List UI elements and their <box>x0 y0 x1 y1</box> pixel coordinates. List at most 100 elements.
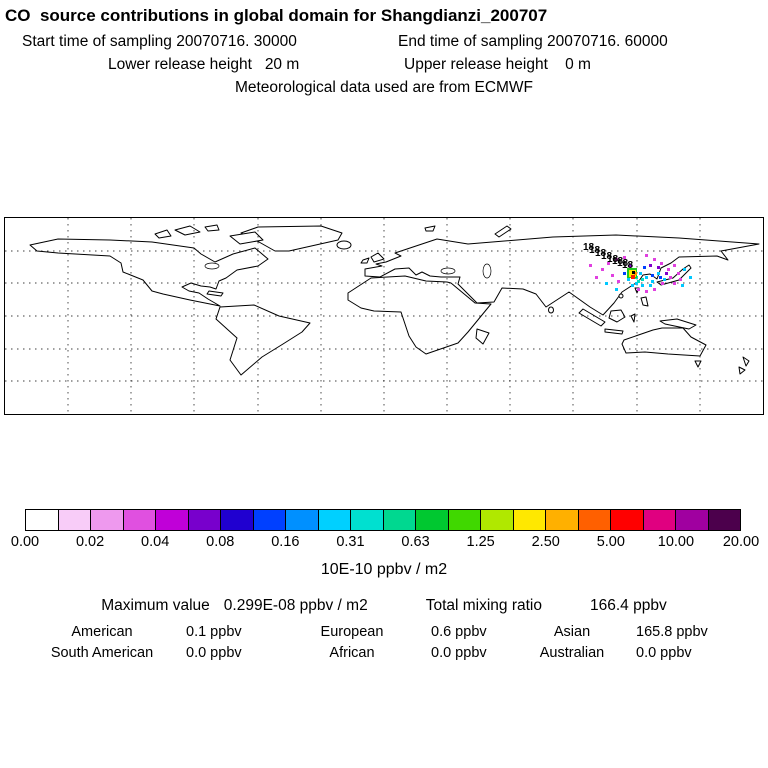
colorbar-cell <box>481 510 514 530</box>
land-arctic-island-3 <box>204 224 220 232</box>
summary-line: Maximum value 0.299E-08 ppbv / m2 Total … <box>0 597 768 615</box>
colorbar-ticks: 0.00 0.02 0.04 0.08 0.16 0.31 0.63 1.25 2.50 5.00… <box>11 534 759 554</box>
trajectory-label: 18 <box>612 256 624 267</box>
land-sri-lanka <box>548 306 554 314</box>
colorbar-cell <box>351 510 384 530</box>
colorbar-cell <box>26 510 59 530</box>
caspian-sea <box>482 263 492 279</box>
region-value-asian: 165.8 ppbv <box>636 624 708 640</box>
land-baffin-island <box>229 231 264 245</box>
land-new-zealand-north <box>742 356 750 367</box>
trajectory-label: 18 <box>601 251 613 262</box>
trajectory-label: 18 <box>617 258 629 269</box>
colorbar-cell <box>546 510 579 530</box>
colorbar: 0.00 0.02 0.04 0.08 0.16 0.31 0.63 1.25 2.50 5.00… <box>0 509 768 579</box>
colorbar-tick-label: 0.04 <box>141 534 170 550</box>
great-lakes <box>204 262 220 270</box>
region-name-south-american: South American <box>50 645 154 661</box>
land-arctic-island-1 <box>174 225 201 236</box>
total-mixing-ratio-value: 166.4 ppbv <box>590 597 667 614</box>
colorbar-cell <box>221 510 254 530</box>
land-madagascar <box>475 328 490 345</box>
max-value-label: Maximum value <box>101 597 210 614</box>
land-new-guinea <box>659 318 697 330</box>
land-new-zealand-south <box>738 366 746 375</box>
colorbar-cells <box>25 509 741 531</box>
figure-title: CO source contributions in global domain… <box>5 6 548 25</box>
land-arctic-island-2 <box>154 229 172 239</box>
colorbar-tick-label: 10.00 <box>657 534 695 550</box>
figure-header: CO source contributions in global domain… <box>0 0 768 97</box>
plume <box>589 254 692 293</box>
region-value-australian: 0.0 ppbv <box>636 645 692 661</box>
land-java <box>604 328 624 335</box>
land-philippines <box>640 296 649 307</box>
colorbar-tick-label: 5.00 <box>596 534 625 550</box>
colorbar-cell <box>643 510 676 530</box>
trajectory-label: 18 <box>622 260 634 271</box>
graticule <box>5 218 763 414</box>
release-heights-line: Lower release height 20 m Upper release … <box>0 56 768 74</box>
trajectory-label: 18 <box>595 248 607 259</box>
continents <box>29 224 760 376</box>
colorbar-cell <box>156 510 189 530</box>
colorbar-cell <box>578 510 611 530</box>
land-tasmania <box>694 360 702 368</box>
land-ireland <box>360 257 370 264</box>
land-north-america <box>29 238 269 307</box>
land-africa <box>347 275 492 355</box>
colorbar-tick-label: 0.63 <box>401 534 430 550</box>
land-cuba <box>206 290 224 297</box>
region-name-australian: Australian <box>539 645 605 661</box>
trajectory-label: 18 <box>583 242 595 253</box>
sampling-end-text: End time of sampling 20070716. 60000 <box>398 33 668 50</box>
trajectory-labels: 18 18 18 18 18 18 18 18 <box>583 242 634 271</box>
region-name-asian: Asian <box>553 624 591 640</box>
land-sulawesi <box>630 313 636 323</box>
total-mixing-ratio-label: Total mixing ratio <box>425 597 542 614</box>
colorbar-cell <box>416 510 449 530</box>
region-value-south-american: 0.0 ppbv <box>186 645 242 661</box>
region-value-american: 0.1 ppbv <box>186 624 242 640</box>
colorbar-cell <box>91 510 124 530</box>
region-name-european: European <box>320 624 384 640</box>
region-name-american: American <box>71 624 133 640</box>
land-novaya-zemlya <box>494 225 512 238</box>
region-contributions: American 0.1 ppbv European 0.6 ppbv Asia… <box>0 624 768 661</box>
colorbar-tick-label: 2.50 <box>531 534 560 550</box>
lower-release-text: Lower release height 20 m <box>108 56 300 73</box>
colorbar-cell <box>123 510 156 530</box>
land-south-america <box>215 304 311 376</box>
colorbar-cell <box>383 510 416 530</box>
land-sumatra <box>578 308 606 327</box>
sampling-start-text: Start time of sampling 20070716. 30000 <box>22 33 297 50</box>
colorbar-tick-label: 1.25 <box>466 534 495 550</box>
colorbar-cell <box>253 510 286 530</box>
colorbar-cell <box>676 510 709 530</box>
black-sea <box>440 267 456 275</box>
trajectory-label: 18 <box>607 254 619 265</box>
colorbar-cell <box>188 510 221 530</box>
world-map: 18 18 18 18 18 18 18 18 <box>4 217 764 415</box>
land-hainan <box>618 293 624 299</box>
land-greenland <box>240 225 343 252</box>
land-australia <box>621 327 707 357</box>
met-data-text: Meteorological data used are from ECMWF <box>234 79 534 96</box>
colorbar-tick-label: 0.02 <box>75 534 105 550</box>
colorbar-unit: 10E-10 ppbv / m2 <box>320 561 448 578</box>
colorbar-cell <box>286 510 319 530</box>
upper-release-text: Upper release height 0 m <box>404 56 591 73</box>
colorbar-cell <box>58 510 91 530</box>
land-uk <box>370 252 385 263</box>
colorbar-tick-label: 20.00 <box>722 534 760 550</box>
colorbar-tick-label: 0.16 <box>271 534 300 550</box>
colorbar-cell <box>448 510 481 530</box>
colorbar-cell <box>513 510 546 530</box>
region-name-african: African <box>329 645 375 661</box>
colorbar-cell <box>708 510 740 530</box>
max-value: 0.299E-08 ppbv / m2 <box>223 597 368 614</box>
region-value-african: 0.0 ppbv <box>431 645 487 661</box>
land-svalbard <box>424 225 436 232</box>
colorbar-cell <box>318 510 351 530</box>
